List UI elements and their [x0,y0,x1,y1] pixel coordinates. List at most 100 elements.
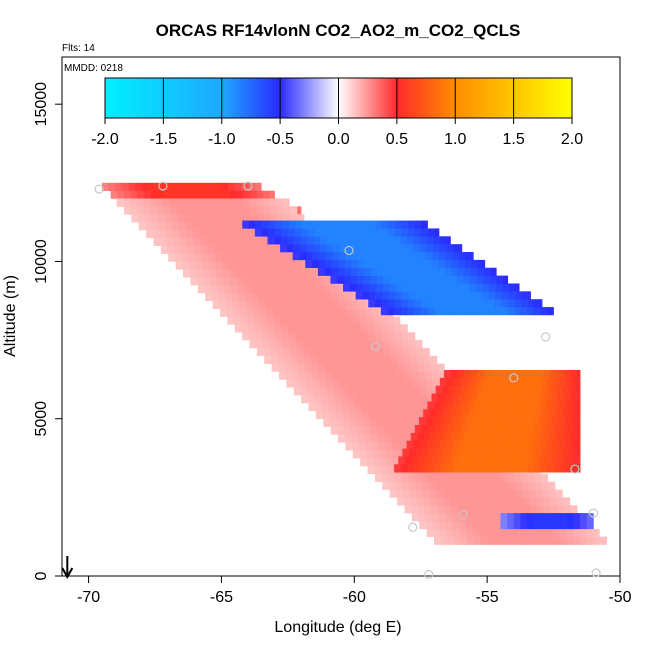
heatmap-cell [452,417,460,426]
heatmap-cell [457,505,465,514]
heatmap-cell [194,182,202,191]
heatmap-cell [592,528,600,537]
heatmap-cell [321,324,329,333]
heatmap-cell [539,440,547,449]
sample-point [408,522,418,532]
heatmap-cell [190,277,198,286]
heatmap-cell [521,473,529,482]
heatmap-cell [341,403,349,412]
heatmap-cell [396,275,404,284]
heatmap-cell [564,393,572,402]
heatmap-cell [479,528,487,537]
heatmap-cell [427,228,435,237]
heatmap-cell [474,473,482,482]
heatmap-cell [523,369,531,379]
marker-head [61,567,74,580]
heatmap-cell [273,245,281,254]
heatmap-cell [520,401,528,410]
heatmap-cell [315,410,323,420]
heatmap-cell [488,481,496,490]
heatmap-cell [373,458,381,467]
heatmap-cell [296,277,304,286]
heatmap-cell [453,536,461,545]
heatmap-cell [420,228,428,237]
heatmap-cells [101,182,608,545]
heatmap-cell [538,417,546,426]
heatmap-cell [563,369,571,379]
heatmap-cell [383,347,391,357]
heatmap-cell [540,536,548,545]
heatmap-cell [561,385,569,394]
heatmap-cell [236,277,244,286]
heatmap-cell [541,473,548,482]
heatmap-cell [224,285,232,294]
heatmap-cell [176,198,184,207]
heatmap-cell [392,252,400,261]
heatmap-cell [218,222,226,231]
heatmap-cell [388,299,396,308]
heatmap-cell [201,253,209,262]
heatmap-cell [447,299,455,308]
heatmap-cell [338,259,346,269]
heatmap-cell [391,259,399,269]
heatmap-cell [508,448,516,457]
heatmap-cell [274,324,282,333]
heatmap-cell [570,432,578,442]
heatmap-cell [313,236,321,245]
heatmap-cell [429,448,436,457]
heatmap-cell [527,473,535,482]
heatmap-cell [384,267,392,276]
heatmap-cell [361,403,369,412]
heatmap-cell [443,497,451,506]
heatmap-cell [215,261,223,270]
heatmap-cell [359,379,367,388]
heatmap-cell [489,275,497,284]
heatmap-cell [248,332,256,341]
heatmap-cell [325,252,333,261]
heatmap-cell [504,505,512,514]
heatmap-cell [496,409,504,418]
heatmap-cell [438,456,446,465]
heatmap-cell [377,363,385,372]
heatmap-cell [253,237,261,247]
heatmap-cell [221,253,229,262]
heatmap-cell [204,285,212,294]
heatmap-cell [189,269,197,278]
heatmap-cell [428,473,436,482]
heatmap-cell [204,214,212,223]
heatmap-cell [322,410,330,420]
heatmap-cell [180,237,188,247]
heatmap-cell [330,275,338,284]
heatmap-cell [424,267,432,276]
heatmap-cell [247,245,255,254]
heatmap-cell [196,198,204,207]
heatmap-cell [517,456,525,465]
colorbar-tick-label: 1.0 [444,131,466,148]
heatmap-cell [513,307,521,316]
heatmap-cell [174,245,182,254]
heatmap-cell [388,332,396,341]
heatmap-cell [385,371,393,380]
heatmap-cell [321,228,329,237]
heatmap-cell [352,379,360,388]
heatmap-cell [344,363,352,372]
heatmap-cell [483,369,491,379]
heatmap-cell [491,513,499,522]
heatmap-cell [402,481,410,490]
heatmap-cell [535,385,543,394]
heatmap-cell [327,395,335,404]
heatmap-cell [373,236,381,245]
x-axis-label: Longitude (deg E) [274,619,401,636]
heatmap-cell [573,513,581,522]
heatmap-cell [341,228,349,237]
heatmap-cell [270,214,278,223]
heatmap-cell [407,464,415,473]
heatmap-cell [563,505,571,514]
heatmap-cell [546,440,554,449]
heatmap-cell [424,456,432,465]
heatmap-cell [509,489,517,498]
colorbar-tick-label: 0.0 [327,131,349,148]
heatmap-cell [474,299,482,308]
heatmap-cell [237,214,245,223]
heatmap-cell [205,230,213,239]
